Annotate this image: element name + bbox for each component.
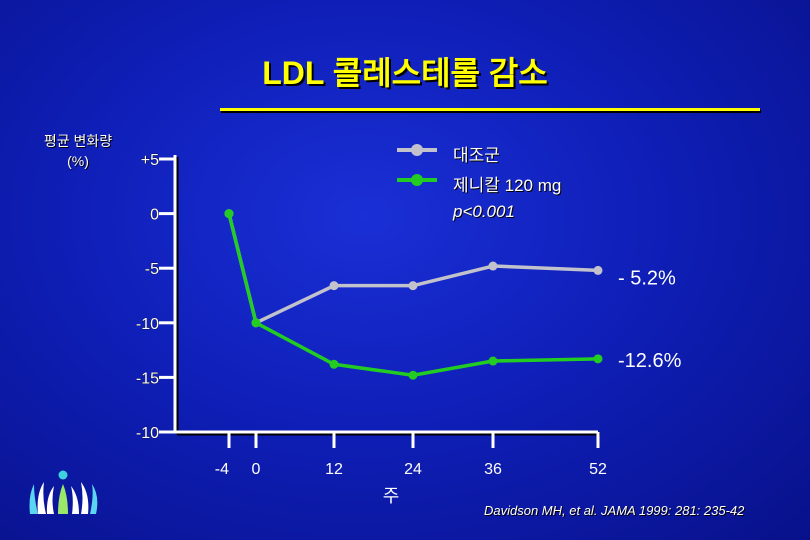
title-underline: [220, 108, 760, 111]
data-point: [408, 281, 418, 291]
x-tick-label: 12: [325, 461, 343, 478]
y-axis-label: 평균 변화량 (%): [28, 131, 128, 171]
data-point: [408, 370, 418, 380]
data-point: [251, 318, 261, 328]
data-point: [329, 281, 339, 291]
citation: Davidson MH, et al. JAMA 1999: 281: 235-…: [484, 503, 745, 518]
x-tick-label: 36: [484, 461, 502, 478]
legend-marker: [411, 174, 423, 186]
legend-marker: [411, 144, 423, 156]
slide-title: LDL 콜레스테롤 감소: [262, 55, 548, 91]
legend-label-control: 대조군: [453, 146, 500, 165]
end-value-label: - 5.2%: [618, 267, 676, 289]
data-point: [488, 356, 498, 366]
p-value-annotation: p<0.001: [453, 202, 515, 221]
data-point: [593, 265, 603, 275]
x-axis-label: 주: [383, 486, 400, 507]
y-tick-label: -5: [145, 261, 159, 278]
data-point: [224, 209, 234, 219]
company-logo: [29, 470, 98, 514]
y-tick-label: -15: [136, 370, 159, 387]
x-tick-label: 52: [589, 461, 607, 478]
x-tick-label: 0: [252, 461, 261, 478]
y-axis-label-line1: 평균 변화량: [43, 133, 113, 149]
series-line-0: [227, 213, 599, 325]
x-tick-label: 24: [404, 461, 422, 478]
y-axis-label-line2: (%): [67, 153, 89, 169]
x-tick-label: -4: [215, 461, 229, 478]
data-point: [593, 354, 603, 364]
series-line-1: [227, 213, 599, 377]
y-tick-label: +5: [141, 152, 159, 169]
data-point: [329, 359, 339, 369]
data-point: [488, 261, 498, 271]
y-tick-label: -10: [136, 316, 159, 333]
y-tick-label: -10: [136, 425, 159, 442]
legend-label-xenical: 제니칼 120 mg: [453, 176, 562, 195]
end-value-label: -12.6%: [618, 350, 682, 372]
y-tick-label: 0: [150, 207, 159, 224]
